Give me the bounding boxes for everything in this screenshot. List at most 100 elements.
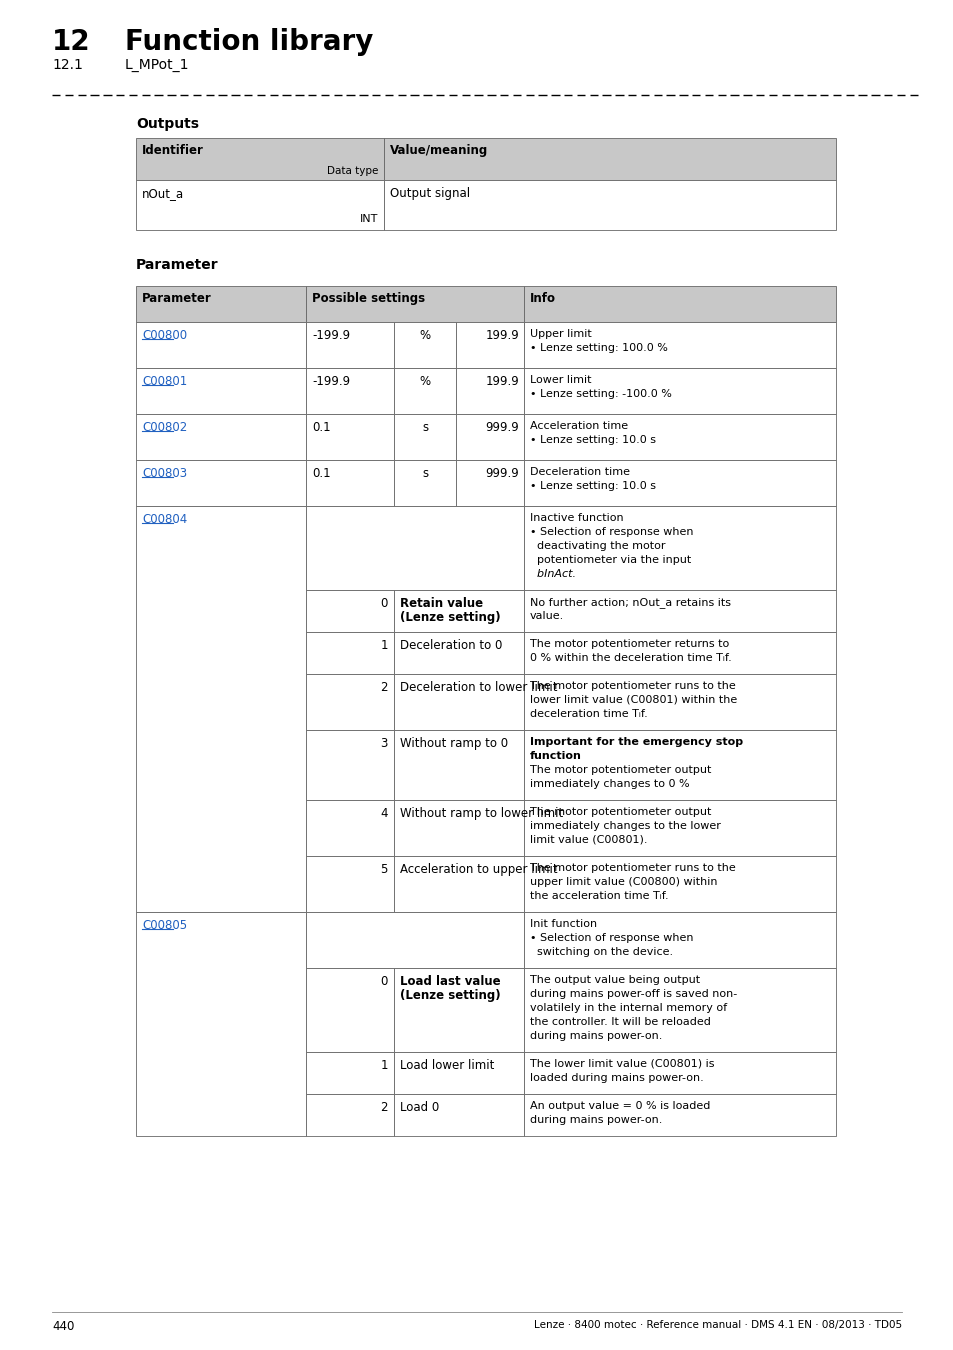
Text: function: function [530, 751, 581, 761]
Bar [136, 460, 306, 506]
Text: 999.9: 999.9 [485, 421, 518, 433]
Text: potentiometer via the input: potentiometer via the input [530, 555, 691, 566]
Text: lower limit value (C00801) within the: lower limit value (C00801) within the [530, 695, 737, 705]
Text: Data type: Data type [326, 166, 377, 176]
Bar [523, 414, 835, 460]
Bar [394, 414, 456, 460]
Text: The motor potentiometer returns to: The motor potentiometer returns to [530, 639, 728, 649]
Text: the acceleration time Tᵢf.: the acceleration time Tᵢf. [530, 891, 668, 900]
Text: during mains power-on.: during mains power-on. [530, 1031, 661, 1041]
Text: value.: value. [530, 612, 563, 621]
Bar [136, 138, 384, 180]
Bar [384, 180, 835, 230]
Text: switching on the device.: switching on the device. [530, 946, 673, 957]
Bar [523, 632, 835, 674]
Text: Deceleration time: Deceleration time [530, 467, 629, 477]
Text: • Lenze setting: -100.0 %: • Lenze setting: -100.0 % [530, 389, 671, 400]
Bar [384, 138, 835, 180]
Bar [394, 856, 523, 913]
Bar [523, 460, 835, 506]
Bar [394, 674, 523, 730]
Bar [523, 506, 835, 590]
Text: Lenze · 8400 motec · Reference manual · DMS 4.1 EN · 08/2013 · TD05: Lenze · 8400 motec · Reference manual · … [534, 1320, 901, 1330]
Text: Deceleration to 0: Deceleration to 0 [399, 639, 502, 652]
Bar [394, 968, 523, 1052]
Text: -199.9: -199.9 [312, 329, 350, 342]
Text: Retain value: Retain value [399, 597, 482, 610]
Bar [394, 632, 523, 674]
Bar [523, 286, 835, 323]
Bar [136, 286, 306, 323]
Bar [306, 968, 394, 1052]
Text: L_MPot_1: L_MPot_1 [125, 58, 190, 72]
Bar [306, 632, 394, 674]
Bar [394, 460, 456, 506]
Text: Parameter: Parameter [142, 292, 212, 305]
Text: The motor potentiometer runs to the: The motor potentiometer runs to the [530, 680, 735, 691]
Bar [136, 369, 306, 414]
Bar [456, 369, 523, 414]
Text: 0: 0 [380, 975, 388, 988]
Text: 2: 2 [380, 1102, 388, 1114]
Text: Identifier: Identifier [142, 144, 204, 157]
Bar [136, 414, 306, 460]
Text: Acceleration time: Acceleration time [530, 421, 627, 431]
Text: The motor potentiometer output: The motor potentiometer output [530, 765, 711, 775]
Bar [394, 369, 456, 414]
Text: Upper limit: Upper limit [530, 329, 591, 339]
Text: the controller. It will be reloaded: the controller. It will be reloaded [530, 1017, 710, 1027]
Bar [523, 1052, 835, 1094]
Bar [394, 323, 456, 369]
Text: 2: 2 [380, 680, 388, 694]
Text: Function library: Function library [125, 28, 373, 55]
Text: Acceleration to upper limit: Acceleration to upper limit [399, 863, 558, 876]
Text: Load last value: Load last value [399, 975, 500, 988]
Text: Init function: Init function [530, 919, 597, 929]
Text: 199.9: 199.9 [485, 375, 518, 387]
Bar [306, 590, 394, 632]
Bar [306, 323, 394, 369]
Text: 0 % within the deceleration time Tᵢf.: 0 % within the deceleration time Tᵢf. [530, 653, 731, 663]
Text: Output signal: Output signal [390, 188, 470, 200]
Text: No further action; nOut_a retains its: No further action; nOut_a retains its [530, 597, 730, 608]
Text: Load lower limit: Load lower limit [399, 1058, 494, 1072]
Text: (Lenze setting): (Lenze setting) [399, 612, 500, 624]
Text: loaded during mains power-on.: loaded during mains power-on. [530, 1073, 703, 1083]
Bar [523, 968, 835, 1052]
Text: 12.1: 12.1 [52, 58, 83, 72]
Text: limit value (C00801).: limit value (C00801). [530, 836, 647, 845]
Text: Important for the emergency stop: Important for the emergency stop [530, 737, 742, 747]
Text: • Selection of response when: • Selection of response when [530, 526, 693, 537]
Text: Outputs: Outputs [136, 117, 199, 131]
Text: deactivating the motor: deactivating the motor [530, 541, 665, 551]
Text: 999.9: 999.9 [485, 467, 518, 481]
Bar [394, 1094, 523, 1135]
Bar [306, 730, 394, 801]
Text: Without ramp to 0: Without ramp to 0 [399, 737, 508, 751]
Bar [306, 369, 394, 414]
Bar [523, 1094, 835, 1135]
Bar [394, 730, 523, 801]
Bar [306, 414, 394, 460]
Text: Info: Info [530, 292, 556, 305]
Bar [456, 414, 523, 460]
Bar [136, 323, 306, 369]
Bar [136, 913, 306, 1135]
Text: 1: 1 [380, 639, 388, 652]
Text: immediately changes to the lower: immediately changes to the lower [530, 821, 720, 832]
Text: s: s [421, 421, 428, 433]
Text: 199.9: 199.9 [485, 329, 518, 342]
Text: 0.1: 0.1 [312, 467, 331, 481]
Text: INT: INT [359, 215, 377, 224]
Text: C00802: C00802 [142, 421, 187, 433]
Text: • Selection of response when: • Selection of response when [530, 933, 693, 944]
Text: • Lenze setting: 10.0 s: • Lenze setting: 10.0 s [530, 435, 656, 446]
Text: Lower limit: Lower limit [530, 375, 591, 385]
Text: The lower limit value (C00801) is: The lower limit value (C00801) is [530, 1058, 714, 1069]
Bar [136, 180, 384, 230]
Bar [523, 913, 835, 968]
Text: s: s [421, 467, 428, 481]
Bar [306, 1052, 394, 1094]
Bar [306, 1094, 394, 1135]
Text: %: % [419, 375, 430, 387]
